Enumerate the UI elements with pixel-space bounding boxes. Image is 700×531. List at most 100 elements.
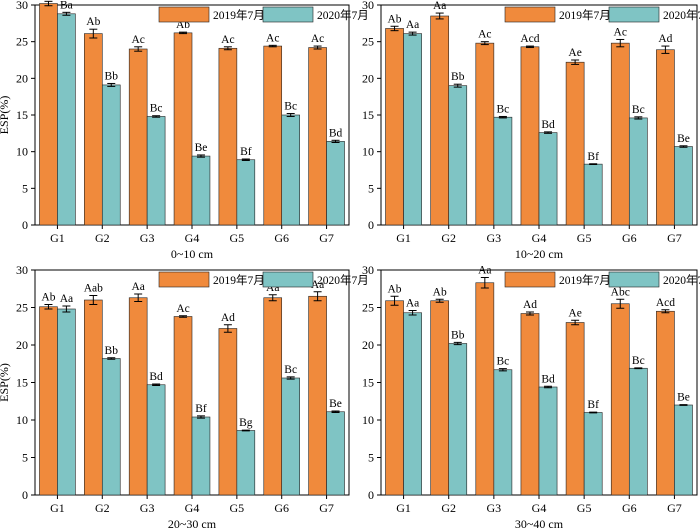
- bar-2020: [236, 159, 256, 226]
- data-label: Be: [195, 142, 208, 154]
- y-tick-label: 15: [362, 376, 374, 390]
- x-tick-label: G6: [622, 501, 637, 515]
- data-label: Aa: [433, 0, 446, 12]
- y-tick-label: 10: [362, 413, 374, 427]
- legend-swatch-2019: [504, 271, 556, 288]
- y-tick-label: 5: [22, 451, 28, 465]
- y-tick-label: 25: [16, 301, 28, 315]
- bar-2020: [538, 132, 558, 226]
- bar-2020: [674, 404, 693, 496]
- x-tick-label: G7: [319, 231, 334, 245]
- legend-label: 2020年7月: [317, 8, 369, 22]
- data-label: Ba: [60, 0, 73, 11]
- bar-2019: [385, 300, 404, 496]
- data-label: Bc: [632, 104, 645, 116]
- data-label: Ac: [311, 33, 324, 45]
- x-tick-label: G3: [140, 231, 155, 245]
- x-tick-label: G1: [50, 231, 65, 245]
- x-tick-label: G6: [622, 231, 637, 245]
- data-label: Ad: [221, 312, 235, 324]
- chart-panel-1: 051015202530ESP(%)G1AaBaG2AbBbG3AcBcG4Ab…: [0, 0, 369, 261]
- data-label: Aa: [478, 265, 491, 277]
- bar-2019: [308, 47, 327, 226]
- y-tick-label: 5: [368, 451, 374, 465]
- data-label: Bc: [496, 356, 509, 368]
- y-tick-label: 25: [362, 35, 374, 49]
- x-tick-label: G2: [441, 231, 456, 245]
- data-label: Aab: [84, 283, 103, 295]
- bar-2019: [475, 282, 495, 496]
- bar-2020: [101, 358, 121, 496]
- x-tick-label: G5: [577, 231, 592, 245]
- data-label: Bd: [329, 127, 343, 139]
- y-tick-label: 25: [16, 35, 28, 49]
- bar-2020: [493, 369, 513, 496]
- bar-2019: [656, 310, 675, 496]
- bar-2020: [281, 377, 300, 496]
- x-axis-label: 20~30 cm: [168, 517, 217, 531]
- y-axis-label: ESP(%): [0, 363, 11, 402]
- legend-swatch-2019: [158, 6, 210, 23]
- x-tick-label: G6: [274, 501, 289, 515]
- bar-2019: [263, 297, 283, 496]
- x-tick-label: G2: [95, 231, 110, 245]
- y-tick-label: 10: [362, 145, 374, 159]
- x-tick-label: G1: [396, 231, 411, 245]
- x-tick-label: G3: [487, 231, 502, 245]
- chart-panel-3: 0 5 10 15 20 25 30 ESP(%) G1 Ab Aa G2 Aab Bb G3 Aa Bd G4 A…: [0, 263, 369, 531]
- data-label: Ac: [614, 26, 627, 38]
- data-label: Ac: [176, 303, 189, 315]
- data-label: Aa: [406, 19, 419, 31]
- data-label: Be: [329, 398, 342, 410]
- data-label: Aa: [60, 293, 73, 305]
- bar-2019: [385, 28, 404, 226]
- y-tick-label: 20: [16, 71, 28, 85]
- bar-2020: [57, 308, 76, 496]
- y-tick-label: 5: [368, 181, 374, 195]
- legend-label: 2019年7月: [559, 8, 611, 22]
- legend-label: 2020年7月: [317, 273, 369, 287]
- data-label: Bb: [451, 329, 465, 341]
- bar-2020: [403, 312, 422, 496]
- data-label: Bb: [105, 345, 119, 357]
- x-tick-label: G7: [667, 231, 682, 245]
- data-label: Acd: [520, 33, 539, 45]
- y-tick-label: 15: [362, 108, 374, 122]
- x-tick-label: G3: [140, 501, 155, 515]
- data-label: Ab: [388, 283, 402, 295]
- bar-2020: [448, 343, 468, 496]
- bar-2020: [403, 33, 422, 226]
- data-label: Ab: [388, 13, 402, 25]
- data-label: Be: [677, 133, 690, 145]
- data-label: Aa: [406, 298, 419, 310]
- data-label: Bf: [195, 403, 207, 415]
- bar-2019: [39, 3, 58, 226]
- bar-2020: [146, 384, 166, 496]
- data-label: Bf: [587, 151, 599, 163]
- bar-2020: [538, 386, 558, 496]
- y-tick-label: 10: [16, 413, 28, 427]
- data-label: Bg: [239, 417, 253, 429]
- bar-2020: [281, 114, 300, 226]
- data-label: Aa: [311, 279, 324, 291]
- bar-2019: [128, 297, 148, 496]
- chart-panel-2: 0 5 10 15 20 25 30 G1 Ab Aa G2 Aa Bb G3 Ac Bc G4 Acd Bd G5 A…: [362, 0, 700, 261]
- bar-2020: [583, 163, 603, 226]
- legend-swatch-2020: [262, 6, 314, 23]
- data-label: Ab: [433, 286, 447, 298]
- data-label: Bb: [451, 71, 465, 83]
- bar-2019: [173, 316, 193, 496]
- legend-label: 2019年7月: [213, 8, 265, 22]
- bar-2019: [84, 299, 103, 496]
- bar-2020: [191, 155, 211, 226]
- y-tick-label: 0: [368, 488, 374, 502]
- data-label: Bc: [284, 364, 297, 376]
- legend-swatch-2019: [504, 6, 556, 23]
- data-label: Ab: [41, 292, 55, 304]
- x-tick-label: G4: [532, 231, 547, 245]
- bar-2020: [674, 146, 693, 226]
- bar-2020: [583, 412, 603, 496]
- bar-2020: [146, 116, 166, 226]
- bar-2020: [628, 367, 648, 496]
- data-label: Ac: [266, 32, 279, 44]
